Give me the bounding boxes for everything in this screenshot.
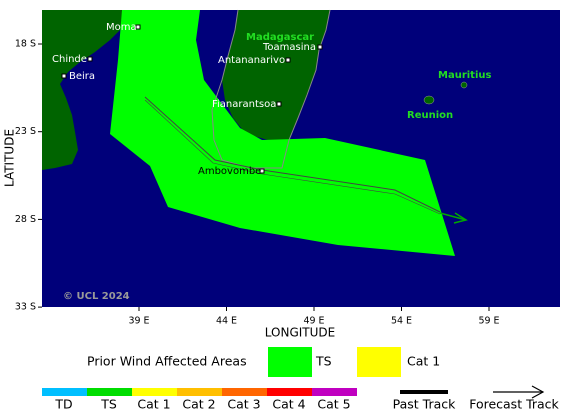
map: Moma Chinde Beira Toamasina Antananarivo… <box>42 9 560 307</box>
x-tick-label: 39 E <box>128 316 149 327</box>
scale-label: Cat 5 <box>317 397 350 412</box>
credit: © UCL 2024 <box>63 291 130 302</box>
y-tick-label: 28 S <box>15 214 36 225</box>
region-label: Reunion <box>407 110 453 121</box>
x-axis-title: LONGITUDE <box>265 326 335 340</box>
place-marker <box>61 73 67 79</box>
scale-label: Cat 2 <box>182 397 215 412</box>
scale-band <box>132 388 177 396</box>
track-label: Forecast Track <box>469 397 559 412</box>
place-label: Moma <box>106 22 137 33</box>
africa <box>42 10 135 170</box>
reunion-island <box>423 95 435 105</box>
scale-label: TS <box>100 397 117 412</box>
scale-label: Cat 1 <box>137 397 170 412</box>
place-label: Antananarivo <box>218 55 285 66</box>
x-tick-label: 44 E <box>216 316 237 327</box>
swatch-label: Cat 1 <box>407 354 440 369</box>
past-track-edge <box>144 99 441 215</box>
place-label: Beira <box>69 71 95 82</box>
mauritius-island <box>460 81 468 89</box>
y-tick-label: 33 S <box>15 302 36 313</box>
scale-band <box>42 388 87 396</box>
scale-label: TD <box>54 397 72 412</box>
place-marker <box>87 56 93 62</box>
place-marker <box>276 101 282 107</box>
x-tick-label: 54 E <box>391 316 412 327</box>
x-tick-label: 59 E <box>478 316 499 327</box>
region-label: Mauritius <box>438 70 492 81</box>
place-marker <box>317 44 323 50</box>
color-scale: TD TS Cat 1 Cat 2 Cat 3 Cat 4 Cat 5 <box>42 388 357 412</box>
swatch <box>268 347 312 377</box>
x-tick-label: 49 E <box>303 316 324 327</box>
axes: LONGITUDE LATITUDE 39 E 44 E 49 E 54 E 59 E 1… <box>3 39 500 340</box>
wind-area-ts <box>110 10 455 256</box>
place-label: Fianarantsoa <box>212 99 276 110</box>
swatch <box>357 347 401 377</box>
place-label: Ambovombe <box>198 166 261 177</box>
place-marker <box>259 168 265 174</box>
place-label: Chinde <box>52 54 87 65</box>
y-tick-label: 18 S <box>15 39 36 50</box>
region-label: Madagascar <box>246 32 314 43</box>
place-marker <box>135 24 141 30</box>
scale-band <box>267 388 312 396</box>
scale-band <box>222 388 267 396</box>
forecast-arrow-key <box>531 385 545 399</box>
y-axis-title: LATITUDE <box>3 129 17 187</box>
swatch-label: TS <box>315 354 332 369</box>
legend-title: Prior Wind Affected Areas <box>87 354 247 369</box>
legend: Prior Wind Affected Areas TS Cat 1 TD TS C… <box>42 347 560 412</box>
place-marker <box>285 57 291 63</box>
madagascar-land <box>222 10 330 140</box>
scale-label: Cat 4 <box>272 397 305 412</box>
madagascar-outline <box>211 9 331 169</box>
scale-band <box>177 388 222 396</box>
scale-label: Cat 3 <box>227 397 260 412</box>
place-label: Toamasina <box>262 42 316 53</box>
y-tick-label: 23 S <box>15 126 36 137</box>
forecast-arrow <box>453 212 468 224</box>
scale-band <box>312 388 357 396</box>
forecast-track <box>439 212 467 221</box>
track-label: Past Track <box>393 397 456 412</box>
scale-band <box>87 388 132 396</box>
